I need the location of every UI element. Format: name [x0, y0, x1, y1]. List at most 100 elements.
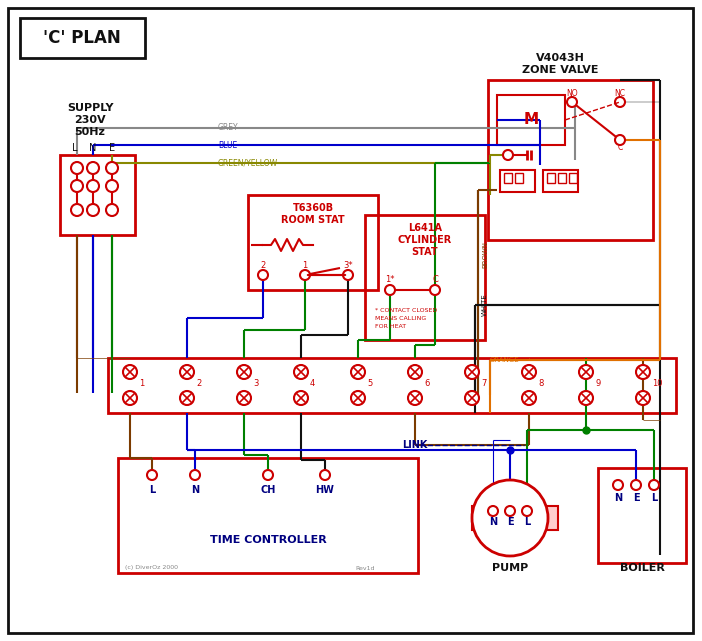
Bar	[504, 173, 512, 183]
Text: * CONTACT CLOSED: * CONTACT CLOSED	[375, 308, 437, 313]
Text: 7: 7	[481, 378, 486, 388]
Circle shape	[615, 135, 625, 145]
Circle shape	[263, 470, 273, 480]
Circle shape	[147, 470, 157, 480]
Text: C: C	[617, 144, 623, 153]
Text: CH: CH	[260, 485, 276, 495]
Circle shape	[472, 480, 548, 556]
Text: N: N	[89, 143, 97, 153]
Circle shape	[522, 391, 536, 405]
Circle shape	[300, 270, 310, 280]
Bar	[558, 173, 566, 183]
Circle shape	[294, 365, 308, 379]
Text: E: E	[109, 143, 115, 153]
Text: 5: 5	[367, 378, 372, 388]
Text: BLUE: BLUE	[218, 140, 237, 149]
Text: PUMP: PUMP	[492, 563, 528, 573]
Text: N: N	[191, 485, 199, 495]
Text: N: N	[614, 493, 622, 503]
Bar	[546, 506, 558, 530]
Circle shape	[567, 97, 577, 107]
Bar	[500, 170, 535, 192]
Text: 4: 4	[310, 378, 315, 388]
Circle shape	[408, 365, 422, 379]
Circle shape	[579, 365, 593, 379]
Circle shape	[579, 391, 593, 405]
Bar	[60, 155, 135, 235]
Circle shape	[636, 365, 650, 379]
Circle shape	[180, 391, 194, 405]
Circle shape	[258, 270, 268, 280]
Text: 2: 2	[196, 378, 201, 388]
Text: 230V: 230V	[74, 115, 106, 125]
Text: E: E	[507, 517, 513, 527]
Circle shape	[615, 97, 625, 107]
Bar	[118, 458, 418, 573]
Text: 1*: 1*	[385, 276, 395, 285]
Bar	[497, 95, 565, 145]
Circle shape	[294, 391, 308, 405]
Circle shape	[320, 470, 330, 480]
Circle shape	[505, 506, 515, 516]
Circle shape	[408, 391, 422, 405]
Text: 'C' PLAN: 'C' PLAN	[43, 29, 121, 47]
Bar	[108, 358, 676, 413]
Text: 10: 10	[652, 378, 663, 388]
Circle shape	[636, 391, 650, 405]
Circle shape	[237, 391, 251, 405]
Circle shape	[430, 285, 440, 295]
Text: 6: 6	[424, 378, 430, 388]
Text: FOR HEAT: FOR HEAT	[375, 324, 406, 328]
Text: BOILER: BOILER	[620, 563, 664, 573]
Circle shape	[649, 480, 659, 490]
Circle shape	[343, 270, 353, 280]
Text: ZONE VALVE: ZONE VALVE	[522, 65, 598, 75]
Text: HW: HW	[316, 485, 334, 495]
Circle shape	[465, 391, 479, 405]
Circle shape	[351, 391, 365, 405]
Text: 3*: 3*	[343, 260, 353, 269]
Text: WHITE: WHITE	[482, 294, 488, 317]
Bar	[569, 173, 577, 183]
Text: L: L	[72, 143, 78, 153]
Circle shape	[180, 365, 194, 379]
Bar	[547, 173, 555, 183]
Text: T6360B: T6360B	[293, 203, 333, 213]
Circle shape	[503, 150, 513, 160]
Bar	[248, 195, 378, 290]
Circle shape	[87, 204, 99, 216]
Text: 8: 8	[538, 378, 543, 388]
Circle shape	[71, 162, 83, 174]
Circle shape	[106, 180, 118, 192]
Circle shape	[385, 285, 395, 295]
Text: Rev1d: Rev1d	[355, 565, 374, 570]
Text: GREY: GREY	[218, 124, 239, 133]
Text: 9: 9	[595, 378, 600, 388]
Text: V4043H: V4043H	[536, 53, 585, 63]
Circle shape	[488, 506, 498, 516]
Bar	[598, 468, 686, 563]
Text: SUPPLY: SUPPLY	[67, 103, 113, 113]
Circle shape	[465, 365, 479, 379]
Text: BROWN: BROWN	[482, 242, 488, 269]
Circle shape	[106, 162, 118, 174]
Text: 2: 2	[260, 260, 265, 269]
Bar	[365, 215, 485, 340]
Circle shape	[106, 204, 118, 216]
Text: TIME CONTROLLER: TIME CONTROLLER	[210, 535, 326, 545]
Text: 3: 3	[253, 378, 258, 388]
Text: E: E	[633, 493, 640, 503]
Text: MEANS CALLING: MEANS CALLING	[375, 315, 426, 320]
Text: C: C	[432, 276, 438, 285]
Circle shape	[522, 365, 536, 379]
Text: ORANGE: ORANGE	[490, 357, 519, 363]
Bar	[543, 170, 578, 192]
Circle shape	[87, 180, 99, 192]
Text: 50Hz: 50Hz	[74, 127, 105, 137]
Bar	[20, 18, 145, 58]
Circle shape	[522, 506, 532, 516]
Text: L: L	[149, 485, 155, 495]
Text: LINK: LINK	[402, 440, 428, 450]
Bar	[515, 173, 523, 183]
Text: CYLINDER: CYLINDER	[398, 235, 452, 245]
